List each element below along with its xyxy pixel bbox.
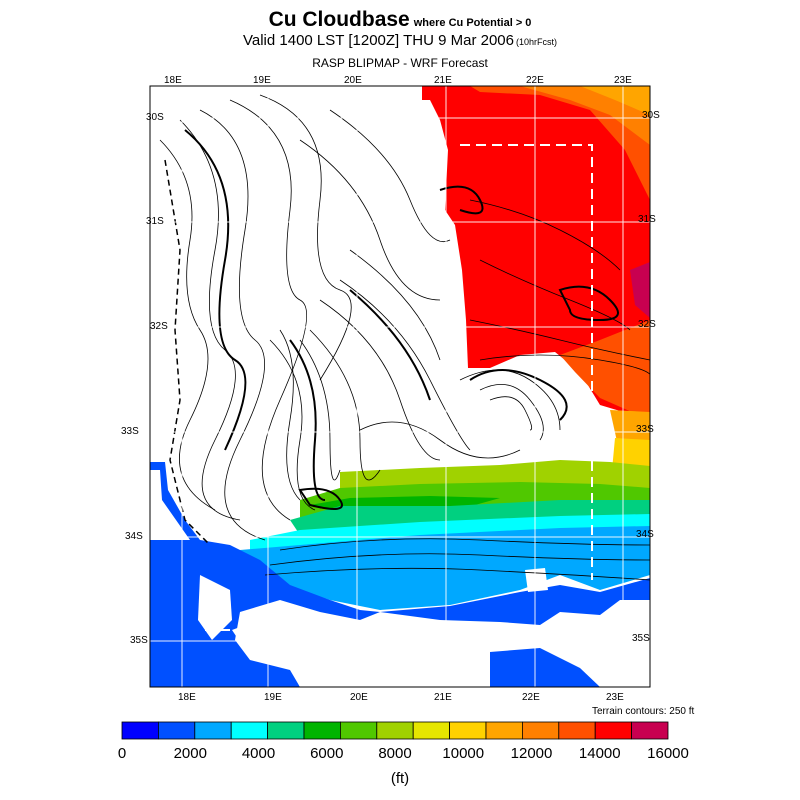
domain-box — [205, 144, 593, 631]
lon-label-bottom-18: 18E — [178, 692, 196, 703]
lat-label-left-30: 30S — [146, 112, 164, 123]
lon-label-bottom-21: 21E — [434, 692, 452, 703]
lon-label-bottom-22: 22E — [522, 692, 540, 703]
colorbar-tick-label: 6000 — [310, 745, 344, 762]
colorbar-tick-label: 2000 — [173, 745, 207, 762]
lon-label-top-22: 22E — [526, 75, 544, 86]
colorbar-swatch — [376, 721, 414, 740]
colorbar-swatch — [594, 721, 633, 740]
cloudbase-fill-orange-red-east — [560, 320, 650, 420]
colorbar-swatch — [303, 721, 341, 740]
ocean-east-notch — [525, 568, 548, 592]
colorbar-swatch — [194, 721, 232, 740]
ocean-west — [150, 470, 190, 540]
lat-label-left-32: 32S — [150, 321, 168, 332]
colorbar-tick-label: 14000 — [578, 745, 621, 762]
colorbar-swatch — [631, 721, 669, 740]
lat-label-right-34: 34S — [636, 529, 654, 540]
region-boundaries — [164, 159, 211, 546]
lat-label-right-35: 35S — [632, 633, 650, 644]
lat-label-left-35: 35S — [130, 635, 148, 646]
cloudbase-fill-lightblue — [240, 526, 650, 610]
colorbar — [121, 721, 669, 740]
terrain-contour-note: Terrain contours: 250 ft — [592, 706, 695, 717]
lon-label-bottom-23: 23E — [606, 692, 624, 703]
valid-text: Valid 1400 LST [1200Z] THU 9 Mar 2006 — [242, 32, 514, 49]
colorbar-swatch — [558, 721, 596, 740]
cloudbase-fill-purple — [630, 262, 650, 318]
forecast-hours: (10hrFcst) — [515, 37, 557, 47]
colorbar-swatch — [412, 721, 451, 740]
lon-label-top-20: 20E — [344, 75, 362, 86]
lat-label-right-32: 32S — [638, 319, 656, 330]
colorbar-swatch — [230, 721, 268, 740]
map-title: Cu Cloudbase where Cu Potential > 0 — [0, 8, 800, 32]
lat-label-left-33: 33S — [121, 426, 139, 437]
ocean-south — [232, 605, 650, 687]
colorbar-swatch — [267, 721, 305, 740]
title-main: Cu Cloudbase — [268, 8, 410, 31]
cloudbase-fill-amber — [580, 86, 650, 115]
lon-label-bottom-20: 20E — [350, 692, 368, 703]
lat-label-left-31: 31S — [146, 216, 164, 227]
lat-label-right-33: 33S — [636, 424, 654, 435]
cloudbase-fill-yellow-se — [612, 438, 650, 470]
lon-label-top-21: 21E — [434, 75, 452, 86]
valid-time: Valid 1400 LST [1200Z] THU 9 Mar 2006 (10… — [0, 32, 800, 49]
colorbar-swatch — [485, 721, 523, 740]
terrain-contours — [159, 94, 650, 581]
ocean-false-bay — [198, 575, 232, 640]
colorbar-swatch — [339, 721, 378, 740]
cloudbase-fill-blue-se — [490, 648, 600, 687]
lon-label-bottom-19: 19E — [264, 692, 282, 703]
cloudbase-fill-blue-south — [380, 578, 650, 625]
colorbar-swatch — [157, 721, 196, 740]
colorbar-tick-label: 10000 — [442, 745, 485, 762]
source-label: RASP BLIPMAP - WRF Forecast — [312, 56, 488, 70]
terrain-contours-bold — [184, 129, 619, 510]
graticule — [150, 86, 650, 687]
colorbar-swatch — [449, 721, 487, 740]
lat-label-left-34: 34S — [125, 531, 143, 542]
lat-label-right-30: 30S — [642, 110, 660, 121]
colorbar-tick-label: 4000 — [241, 745, 276, 762]
title-qualifier: where Cu Potential > 0 — [413, 17, 532, 29]
map-frame — [149, 85, 651, 688]
colorbar-swatch — [121, 721, 159, 740]
colorbar-tick-label: 12000 — [510, 745, 553, 762]
colorbar-tick-label: 0 — [117, 745, 127, 762]
lat-label-right-31: 31S — [638, 214, 656, 225]
lon-label-top-23: 23E — [614, 75, 632, 86]
colorbar-tick-label: 16000 — [647, 745, 689, 762]
cloudbase-fill-orange-red — [470, 86, 650, 200]
colorbar-units: (ft) — [390, 770, 410, 787]
lon-label-top-19: 19E — [253, 75, 271, 86]
lon-label-top-18: 18E — [164, 75, 182, 86]
colorbar-swatch — [522, 721, 560, 740]
colorbar-tick-label: 8000 — [378, 745, 412, 762]
